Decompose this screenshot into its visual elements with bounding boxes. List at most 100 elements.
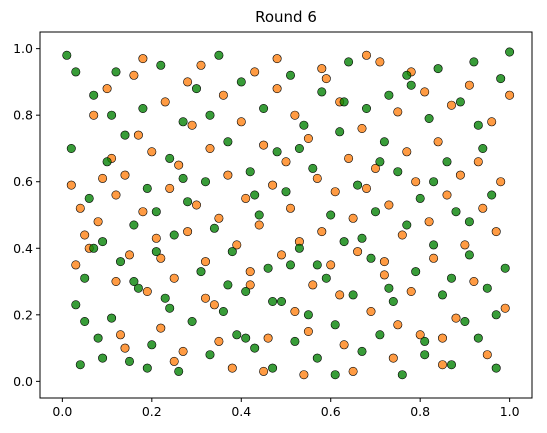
scatter-point-1-99 bbox=[505, 47, 515, 57]
scatter-point-1-65 bbox=[353, 180, 363, 190]
scatter-point-1-8 bbox=[98, 237, 108, 247]
scatter-point-0-87 bbox=[455, 170, 465, 180]
scatter-point-1-41 bbox=[245, 167, 255, 177]
scatter-point-1-78 bbox=[411, 267, 421, 277]
scatter-point-0-11 bbox=[116, 330, 126, 340]
scatter-point-0-116 bbox=[245, 280, 255, 290]
scatter-point-0-49 bbox=[285, 203, 295, 213]
scatter-point-0-48 bbox=[281, 157, 291, 167]
scatter-point-0-72 bbox=[388, 353, 398, 363]
scatter-point-1-108 bbox=[178, 173, 188, 183]
scatter-point-1-77 bbox=[406, 80, 416, 90]
scatter-point-0-56 bbox=[317, 227, 327, 237]
scatter-point-1-4 bbox=[80, 273, 90, 283]
scatter-point-0-83 bbox=[437, 360, 447, 370]
scatter-point-1-13 bbox=[120, 130, 130, 140]
scatter-point-0-35 bbox=[223, 170, 233, 180]
scatter-point-1-66 bbox=[357, 346, 367, 356]
x-tick-label: 0.8 bbox=[410, 404, 430, 419]
scatter-point-0-59 bbox=[330, 187, 340, 197]
scatter-point-0-14 bbox=[129, 70, 139, 80]
scatter-point-0-66 bbox=[361, 183, 371, 193]
scatter-point-1-5 bbox=[84, 193, 94, 203]
scatter-point-0-98 bbox=[505, 90, 515, 100]
scatter-point-1-96 bbox=[491, 363, 501, 373]
scatter-point-0-58 bbox=[326, 260, 336, 270]
scatter-point-0-73 bbox=[393, 107, 403, 117]
scatter-point-0-18 bbox=[147, 147, 157, 157]
scatter-point-0-24 bbox=[174, 160, 184, 170]
scatter-point-1-67 bbox=[361, 104, 371, 114]
scatter-point-1-14 bbox=[125, 356, 135, 366]
scatter-point-1-71 bbox=[379, 137, 389, 147]
scatter-point-1-127 bbox=[285, 260, 295, 270]
scatter-point-0-63 bbox=[348, 213, 358, 223]
scatter-point-0-22 bbox=[165, 183, 175, 193]
scatter-point-0-17 bbox=[142, 286, 152, 296]
scatter-point-1-49 bbox=[281, 187, 291, 197]
scatter-point-1-11 bbox=[111, 67, 121, 77]
x-axis: 0.0 0.2 0.4 0.6 0.8 1.0 bbox=[52, 398, 520, 419]
scatter-point-1-37 bbox=[227, 247, 237, 257]
x-tick-label: 0.2 bbox=[142, 404, 162, 419]
scatter-point-1-100 bbox=[71, 67, 81, 77]
scatter-point-0-88 bbox=[460, 240, 470, 250]
scatter-point-1-55 bbox=[308, 163, 318, 173]
scatter-point-0-69 bbox=[375, 57, 385, 67]
scatter-point-0-44 bbox=[263, 333, 273, 343]
scatter-point-1-98 bbox=[500, 263, 510, 273]
scatter-point-0-40 bbox=[245, 267, 255, 277]
scatter-point-0-117 bbox=[290, 306, 300, 316]
scatter-point-0-81 bbox=[429, 253, 439, 263]
scatter-point-1-129 bbox=[464, 217, 474, 227]
scatter-point-1-83 bbox=[433, 64, 443, 74]
scatter-point-1-59 bbox=[326, 210, 336, 220]
scatter-point-1-61 bbox=[335, 127, 345, 137]
scatter-point-1-104 bbox=[107, 110, 117, 120]
scatter-point-1-97 bbox=[496, 74, 506, 84]
x-tick-label: 0.0 bbox=[52, 404, 72, 419]
scatter-point-1-53 bbox=[299, 120, 309, 130]
scatter-point-0-0 bbox=[66, 180, 76, 190]
scatter-point-0-105 bbox=[393, 320, 403, 330]
scatter-point-1-79 bbox=[415, 193, 425, 203]
scatter-point-0-107 bbox=[138, 54, 148, 64]
scatter-point-1-92 bbox=[473, 333, 483, 343]
x-tick-label: 0.6 bbox=[321, 404, 341, 419]
scatter-point-0-86 bbox=[451, 313, 461, 323]
y-axis: 0.0 0.2 0.4 0.6 0.8 1.0 bbox=[13, 41, 40, 389]
scatter-point-1-94 bbox=[482, 283, 492, 293]
scatter-point-0-26 bbox=[183, 227, 193, 237]
scatter-point-1-42 bbox=[250, 343, 260, 353]
scatter-point-0-89 bbox=[464, 80, 474, 90]
scatter-point-0-8 bbox=[102, 84, 112, 94]
scatter-point-1-124 bbox=[330, 370, 340, 380]
x-tick-label: 0.4 bbox=[231, 404, 251, 419]
scatter-point-1-119 bbox=[429, 177, 439, 187]
plot-area-frame bbox=[39, 31, 533, 399]
scatter-point-0-47 bbox=[276, 250, 286, 260]
scatter-point-0-15 bbox=[133, 130, 143, 140]
scatter-point-0-12 bbox=[120, 170, 130, 180]
scatter-point-1-25 bbox=[174, 366, 184, 376]
scatter-point-1-64 bbox=[348, 290, 358, 300]
scatter-point-1-21 bbox=[156, 60, 166, 70]
scatter-point-1-17 bbox=[138, 104, 148, 114]
scatter-point-1-80 bbox=[420, 336, 430, 346]
scatter-point-0-79 bbox=[420, 87, 430, 97]
scatter-point-0-10 bbox=[111, 190, 121, 200]
scatter-point-0-43 bbox=[259, 140, 269, 150]
scatter-point-0-61 bbox=[339, 340, 349, 350]
scatter-point-0-102 bbox=[259, 366, 269, 376]
scatter-point-1-120 bbox=[446, 273, 456, 283]
scatter-point-0-77 bbox=[411, 177, 421, 187]
scatter-point-1-70 bbox=[375, 330, 385, 340]
scatter-point-0-75 bbox=[402, 147, 412, 157]
scatter-point-1-7 bbox=[93, 333, 103, 343]
scatter-point-0-37 bbox=[232, 240, 242, 250]
scatter-point-0-20 bbox=[156, 323, 166, 333]
scatter-point-1-91 bbox=[469, 57, 479, 67]
scatter-point-0-91 bbox=[473, 157, 483, 167]
scatter-point-1-87 bbox=[451, 207, 461, 217]
scatter-point-1-81 bbox=[424, 114, 434, 124]
